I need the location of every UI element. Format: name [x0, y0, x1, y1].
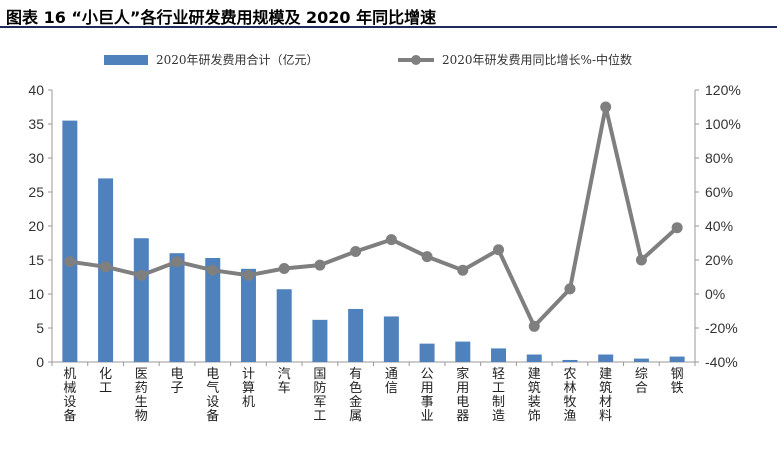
- category-label: 轻工制造: [492, 367, 505, 424]
- line-point: [100, 261, 112, 273]
- line-point: [64, 256, 76, 268]
- line-point: [564, 283, 576, 295]
- bar-series: [62, 120, 685, 362]
- category-label: 通信: [385, 367, 398, 396]
- y-tick-label-right: 40%: [705, 218, 733, 234]
- line-point: [671, 222, 683, 234]
- category-label: 农林牧渔: [563, 367, 576, 424]
- category-label: 有色金属: [349, 367, 362, 424]
- y-tick-label-right: 60%: [705, 184, 733, 200]
- line-point: [457, 264, 469, 276]
- axes: 0 5 10 15 20 25 30 35 40 -40% -20% 0% 20% 40% 60% 80% 10…: [28, 82, 740, 370]
- category-label: 国防军工: [313, 367, 326, 424]
- category-label: 综合: [635, 367, 648, 396]
- bar: [276, 289, 292, 362]
- y-tick-label-left: 35: [28, 116, 44, 132]
- y-tick-label-right: 20%: [705, 252, 733, 268]
- line-point: [421, 251, 433, 263]
- line-point: [528, 320, 540, 332]
- y-tick-label-left: 10: [28, 286, 44, 302]
- y-tick-label-right: 120%: [705, 82, 741, 98]
- bar: [669, 356, 685, 362]
- y-tick-label-left: 0: [36, 354, 44, 370]
- line-point: [207, 264, 219, 276]
- category-label: 机械设备: [63, 367, 76, 424]
- y-tick-label-right: 0%: [705, 286, 725, 302]
- y-tick-label-right: -20%: [705, 320, 738, 336]
- bar: [169, 253, 185, 362]
- line-point: [493, 244, 505, 256]
- line-point: [385, 234, 397, 246]
- category-label: 电子: [171, 367, 184, 396]
- bar: [348, 308, 364, 362]
- bar: [205, 257, 221, 362]
- line-point: [600, 101, 612, 113]
- line-series: [64, 101, 683, 332]
- bar: [383, 316, 399, 362]
- legend-line-marker: [411, 55, 421, 65]
- y-tick-label-left: 20: [28, 218, 44, 234]
- bar: [455, 341, 471, 362]
- y-tick-label-left: 30: [28, 150, 44, 166]
- category-label: 化工: [99, 367, 112, 396]
- category-label: 钢铁: [671, 367, 684, 396]
- category-label: 计算机: [242, 367, 255, 410]
- growth-line: [69, 105, 679, 329]
- chart-title: 图表 16 “小巨人”各行业研发费用规模及 2020 年同比增速: [6, 8, 437, 27]
- y-tick-label-right: -40%: [705, 354, 738, 370]
- line-point: [242, 269, 254, 281]
- y-tick-label-left: 40: [28, 82, 44, 98]
- bar: [491, 348, 507, 362]
- category-label: 建筑材料: [599, 367, 612, 424]
- category-labels: 机械设备 化工 医药生物 电子 电气设备 计算机 汽车 国防军工 有色金属 通信 公用事业 家用电器 轻…: [63, 366, 683, 424]
- legend-bar-swatch: [104, 55, 148, 65]
- bar: [419, 343, 435, 362]
- category-label: 电气设备: [206, 367, 219, 424]
- line-point: [135, 269, 147, 281]
- line-point: [350, 246, 362, 257]
- bar: [633, 358, 649, 362]
- line-point: [278, 263, 290, 274]
- legend: 2020年研发费用合计（亿元） 2020年研发费用同比增长%-中位数: [104, 52, 632, 67]
- legend-bar-label: 2020年研发费用合计（亿元）: [156, 52, 319, 67]
- category-label: 汽车: [278, 367, 291, 396]
- line-point: [314, 259, 326, 271]
- title-rule: [0, 26, 777, 28]
- bar: [598, 354, 614, 362]
- bar: [562, 359, 578, 362]
- bar: [312, 319, 328, 362]
- y-tick-label-left: 15: [28, 252, 44, 268]
- category-label: 公用事业: [421, 367, 434, 424]
- legend-line-label: 2020年研发费用同比增长%-中位数: [442, 52, 632, 67]
- category-label: 医药生物: [135, 367, 148, 424]
- line-point: [635, 254, 647, 266]
- line-point: [171, 256, 183, 268]
- category-label: 建筑装饰: [528, 367, 541, 424]
- bar: [526, 354, 542, 362]
- category-label: 家用电器: [456, 366, 469, 424]
- y-tick-label-left: 25: [28, 184, 44, 200]
- bar: [240, 268, 256, 362]
- bar: [133, 238, 149, 362]
- bar: [62, 120, 78, 362]
- y-tick-label-right: 100%: [705, 116, 741, 132]
- y-tick-label-left: 5: [36, 320, 44, 336]
- y-tick-label-right: 80%: [705, 150, 733, 166]
